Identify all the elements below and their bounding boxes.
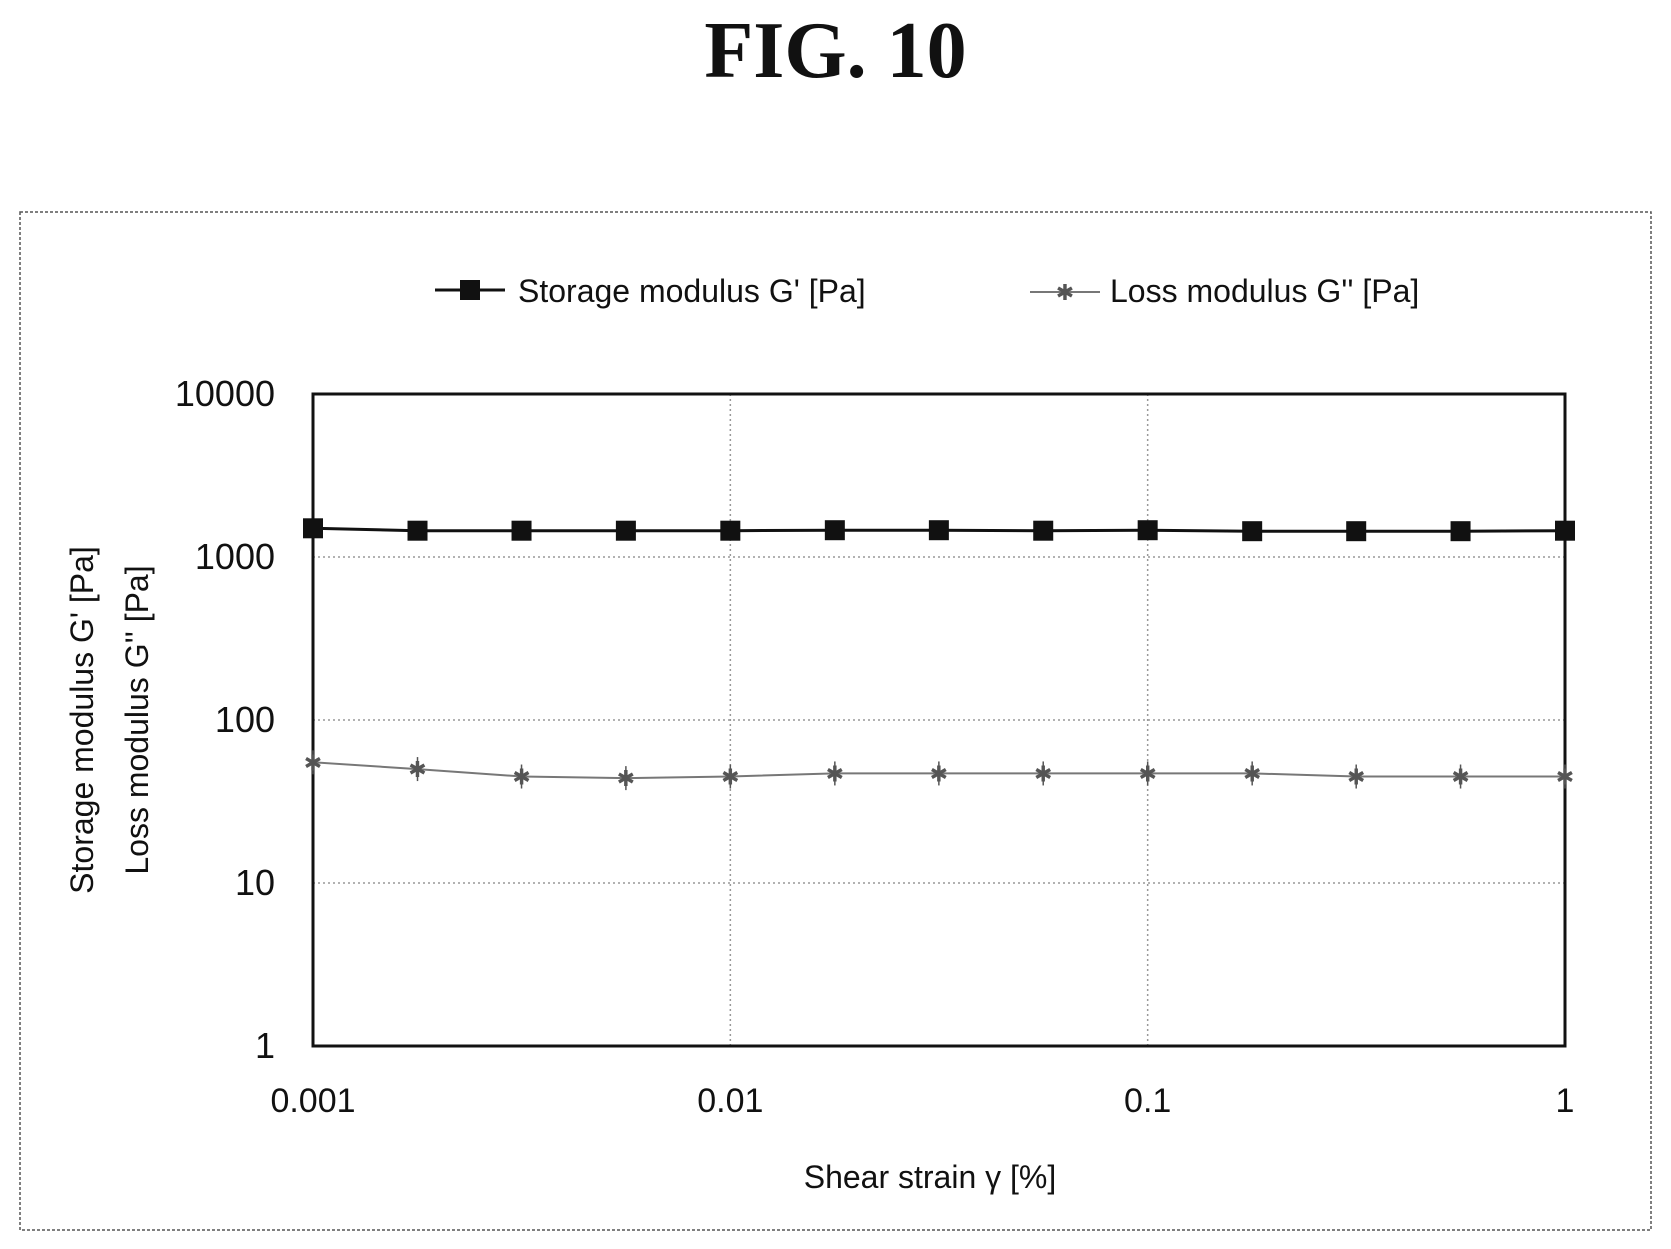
data-point-loss: ✱ [1138,761,1156,786]
data-point-storage [1137,520,1158,541]
data-point-loss: ✱ [826,761,844,786]
x-tick-label: 0.001 [270,1082,355,1120]
data-point-storage [303,518,323,539]
data-point-loss: ✱ [721,765,739,790]
data-point-storage [1450,521,1471,542]
data-point-storage [511,520,532,541]
data-point-loss: ✱ [1556,765,1574,790]
data-point-loss: ✱ [1451,765,1469,790]
data-point-loss: ✱ [617,766,635,791]
data-point-loss: ✱ [1243,761,1261,786]
chart-frame [19,211,1652,1231]
x-tick-label: 0.1 [1124,1082,1171,1120]
data-point-storage [1555,520,1575,541]
x-tick-label: 1 [1556,1082,1575,1120]
tick-labels: 0.001 0.01 0.1 1 1 10 100 1000 10000 [175,373,1575,1120]
data-point-loss: ✱ [304,750,322,775]
data-point-storage [1346,521,1367,542]
y-tick-label: 100 [215,699,275,740]
y-axis-title-storage: Storage modulus G' [Pa] [64,546,100,894]
data-point-storage [1033,520,1054,541]
data-point-loss: ✱ [1034,761,1052,786]
legend-label-storage: Storage modulus G' [Pa] [518,273,866,309]
data-point-loss: ✱ [1347,765,1365,790]
data-point-loss: ✱ [408,757,426,782]
data-point-storage [928,520,949,541]
data-point-storage [615,520,636,541]
data-point-loss: ✱ [930,761,948,786]
y-axis-title-loss: Loss modulus G'' [Pa] [119,565,155,874]
legend-marker-loss: ✱ [1056,280,1074,305]
data-point-storage [824,520,845,541]
data-point-loss: ✱ [512,765,530,790]
legend-marker-storage [460,280,480,300]
plot-area [311,392,1567,1048]
series-layer: ✱ ✱ ✱ ✱ ✱ ✱ ✱ ✱ ✱ ✱ ✱ ✱ ✱ [303,518,1575,791]
x-axis-title: Shear strain γ [%] [804,1159,1057,1195]
data-point-storage [407,520,428,541]
legend: Storage modulus G' [Pa] ✱ Loss modulus G… [435,273,1419,309]
data-point-storage [720,520,741,541]
legend-label-loss: Loss modulus G'' [Pa] [1110,273,1419,309]
grid [313,394,1565,1046]
x-tick-label: 0.01 [697,1082,763,1120]
y-tick-label: 1000 [195,536,275,577]
y-tick-label: 10 [235,862,275,903]
y-tick-label: 10000 [175,373,275,414]
data-point-storage [1242,521,1263,542]
figure-title: FIG. 10 [704,7,967,95]
y-tick-label: 1 [255,1025,275,1066]
